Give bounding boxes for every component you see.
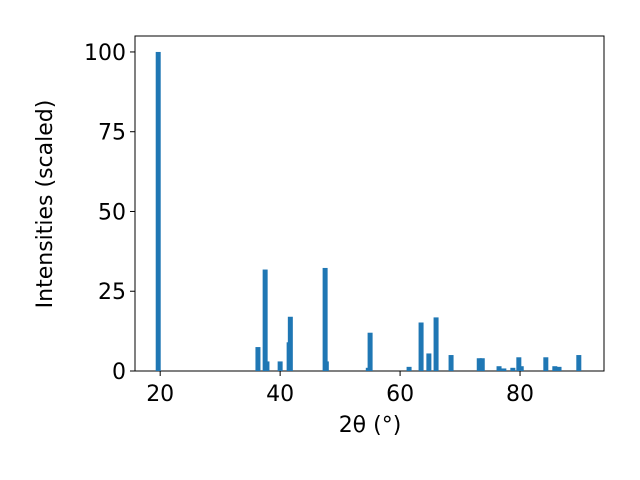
y-tick-label: 100 [84,41,126,66]
bar [322,267,328,371]
x-tick-label: 60 [386,382,414,407]
plot-frame [134,35,605,372]
bar [479,358,485,371]
x-tick-label: 20 [146,382,174,407]
bar [433,317,439,371]
y-tick-label: 0 [112,360,126,385]
bar [155,51,161,371]
x-axis-label: 2θ (°) [339,413,402,438]
bar [277,361,283,371]
bar [264,361,270,371]
bar [323,361,329,371]
y-tick-label: 50 [98,200,126,225]
bar [262,269,268,371]
bar [418,322,424,371]
bar [518,366,524,371]
bar [426,353,432,371]
y-axis-label: Intensities (scaled) [33,100,58,309]
bar [516,357,522,371]
bar [406,366,412,371]
bar [510,367,516,371]
x-tick-label: 80 [506,382,534,407]
bar [576,355,582,371]
bar [543,357,549,371]
bar [556,366,562,371]
bar [367,332,373,371]
y-tick-label: 75 [98,121,126,146]
bar [476,358,482,371]
bar [496,366,502,371]
y-tick-label: 25 [98,280,126,305]
bar [552,366,558,371]
bar [287,316,293,371]
bar [501,368,507,371]
x-tick-label: 40 [266,382,294,407]
bar [255,347,261,371]
bar [448,355,454,371]
